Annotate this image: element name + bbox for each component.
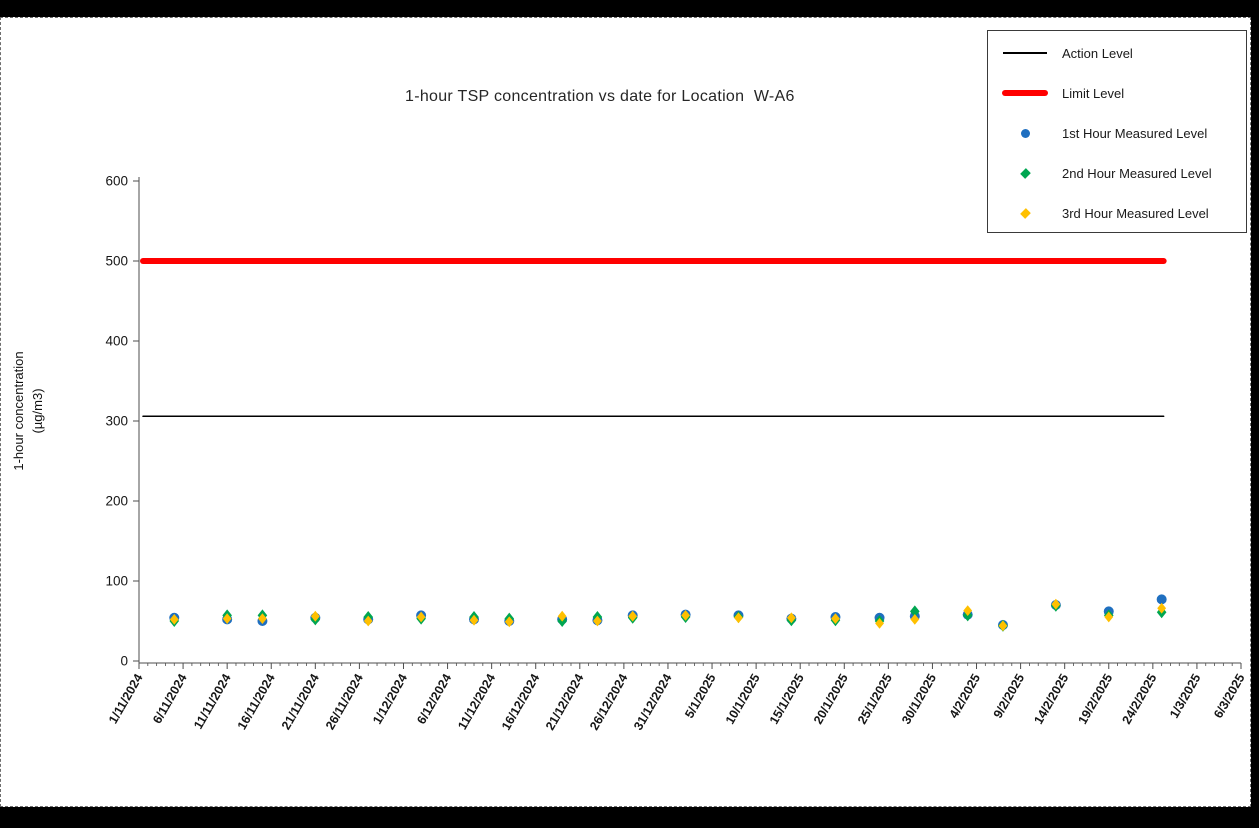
legend-label: 3rd Hour Measured Level	[1062, 205, 1209, 221]
data-point-3rd-hour-measured-level	[258, 613, 267, 624]
data-point-3rd-hour-measured-level	[469, 614, 479, 626]
data-point-3rd-hour-measured-level	[734, 612, 743, 624]
y-tick-label: 0	[120, 654, 128, 669]
data-point-3rd-hour-measured-level	[1051, 598, 1061, 610]
legend-row-limit-level: Limit Level	[988, 73, 1246, 113]
legend-label: 1st Hour Measured Level	[1062, 125, 1208, 141]
x-tick-label: 20/1/2025	[811, 671, 851, 726]
data-point-3rd-hour-measured-level	[998, 620, 1008, 632]
y-axis-label: 1-hour concentration (µg/m3)	[10, 286, 52, 536]
data-point-3rd-hour-measured-level	[557, 610, 567, 622]
x-tick-label: 10/1/2025	[723, 671, 763, 726]
green-diamond-marker-icon	[1019, 167, 1031, 179]
legend-swatch-area	[988, 207, 1062, 219]
x-tick-label: 19/2/2025	[1075, 671, 1115, 726]
x-tick-label: 11/11/2024	[191, 671, 234, 731]
y-tick-label: 400	[105, 334, 128, 349]
legend: Action Level Limit Level 1st Hour Measur…	[987, 30, 1247, 233]
x-tick-label: 11/12/2024	[455, 671, 498, 732]
x-tick-label: 25/1/2025	[855, 671, 895, 726]
legend-row-1st-hour: 1st Hour Measured Level	[988, 113, 1246, 153]
data-point-3rd-hour-measured-level	[628, 610, 638, 622]
data-point-3rd-hour-measured-level	[831, 613, 840, 624]
x-tick-label: 6/12/2024	[414, 671, 454, 726]
y-tick-label: 300	[105, 414, 128, 429]
x-tick-label: 6/11/2024	[150, 671, 190, 726]
data-point-3rd-hour-measured-level	[363, 615, 373, 627]
data-point-3rd-hour-measured-level	[222, 613, 232, 624]
legend-label: Limit Level	[1062, 85, 1125, 101]
blue-circle-marker-icon	[1020, 128, 1030, 138]
y-tick-label: 500	[105, 254, 128, 269]
x-tick-label: 30/1/2025	[899, 671, 939, 726]
data-point-3rd-hour-measured-level	[786, 612, 796, 624]
data-point-1st-hour-measured-level	[1156, 594, 1167, 605]
x-tick-label: 26/11/2024	[323, 671, 366, 732]
x-tick-label: 1/11/2024	[106, 671, 146, 726]
x-tick-label: 4/2/2025	[947, 671, 983, 720]
data-point-2nd-hour-measured-level	[910, 605, 920, 618]
x-tick-label: 26/12/2024	[587, 671, 630, 732]
y-tick-label: 600	[105, 174, 128, 189]
legend-label: 2nd Hour Measured Level	[1062, 165, 1212, 181]
data-point-3rd-hour-measured-level	[310, 610, 320, 622]
x-tick-label: 1/12/2024	[370, 671, 410, 726]
x-tick-label: 5/1/2025	[682, 671, 718, 720]
y-tick-label: 100	[105, 574, 128, 589]
x-tick-label: 9/2/2025	[991, 671, 1027, 720]
data-point-3rd-hour-measured-level	[963, 605, 973, 616]
legend-swatch-area	[988, 167, 1062, 179]
data-point-3rd-hour-measured-level	[593, 615, 602, 627]
y-axis-label-line2: (µg/m3)	[29, 388, 45, 434]
data-point-3rd-hour-measured-level	[1104, 611, 1114, 623]
legend-swatch-area	[988, 128, 1062, 138]
data-point-3rd-hour-measured-level	[169, 614, 179, 625]
limit-level-line-icon	[1002, 90, 1048, 96]
y-tick-label: 200	[105, 494, 128, 509]
yellow-diamond-marker-icon	[1019, 207, 1031, 219]
legend-label: Action Level	[1062, 45, 1133, 61]
chart-title: 1-hour TSP concentration vs date for Loc…	[405, 88, 795, 105]
action-level-line-icon	[1003, 52, 1047, 54]
legend-swatch-area	[988, 90, 1062, 96]
chart-panel: 0 100 200 300 400 500 600 1/11/2024 6/11/2024 11/…	[0, 17, 1251, 807]
x-tick-label: 15/1/2025	[767, 671, 807, 726]
data-point-3rd-hour-measured-level	[416, 611, 426, 623]
x-tick-label: 21/11/2024	[279, 671, 322, 732]
x-tick-label: 16/12/2024	[499, 671, 542, 732]
x-tick-label: 16/11/2024	[235, 671, 278, 732]
data-point-3rd-hour-measured-level	[504, 616, 514, 628]
data-point-3rd-hour-measured-level	[910, 614, 920, 625]
y-axis-label-line1: 1-hour concentration	[11, 351, 26, 471]
x-tick-label: 31/12/2024	[631, 671, 674, 732]
x-tick-label: 1/3/2025	[1167, 671, 1203, 720]
x-tick-label: 21/12/2024	[543, 671, 586, 732]
data-point-3rd-hour-measured-level	[875, 618, 884, 629]
data-point-3rd-hour-measured-level	[681, 610, 690, 621]
legend-row-action-level: Action Level	[988, 33, 1246, 73]
legend-swatch-area	[988, 52, 1062, 54]
x-tick-label: 14/2/2025	[1031, 671, 1071, 726]
data-point-3rd-hour-measured-level	[1157, 602, 1167, 614]
x-tick-label: 6/3/2025	[1211, 671, 1247, 720]
x-tick-label: 24/2/2025	[1120, 671, 1160, 726]
legend-row-2nd-hour: 2nd Hour Measured Level	[988, 153, 1246, 193]
legend-row-3rd-hour: 3rd Hour Measured Level	[988, 193, 1246, 233]
